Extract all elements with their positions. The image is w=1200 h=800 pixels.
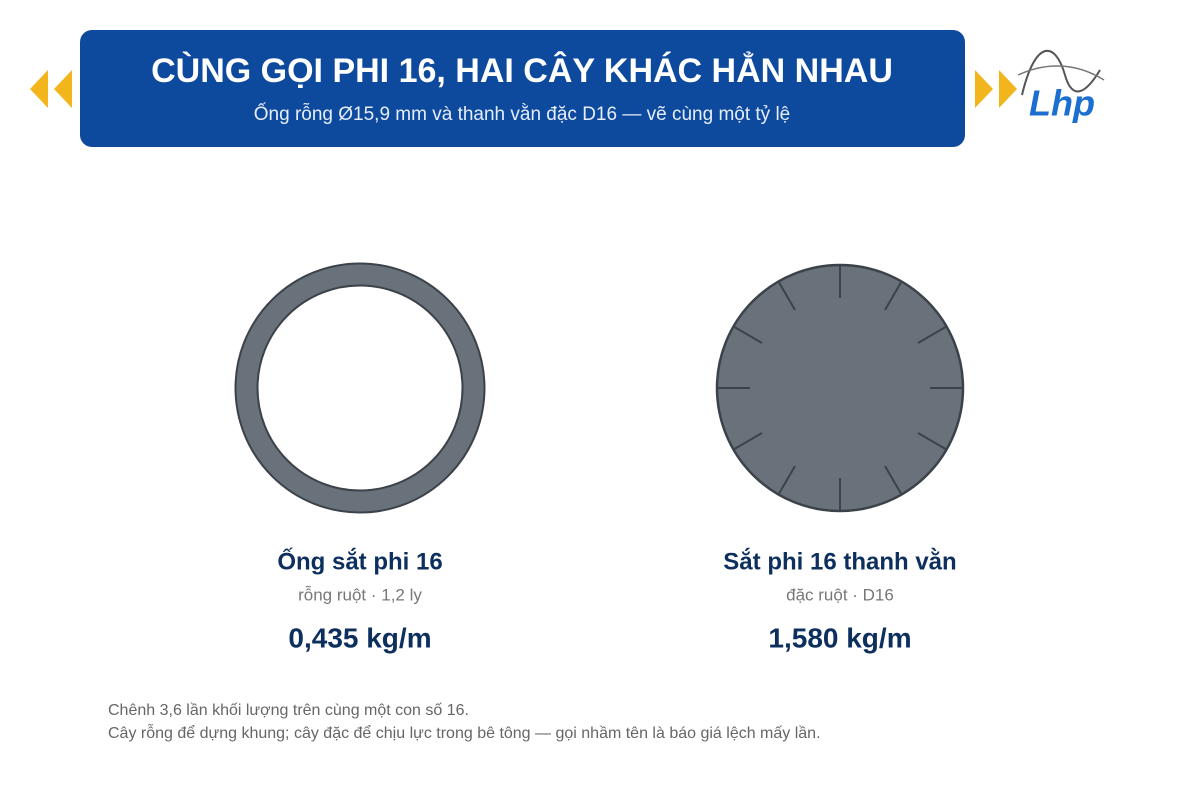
item-detail: rỗng ruột · 1,2 ly xyxy=(298,585,422,604)
logo-text: Lhp xyxy=(1029,83,1095,124)
logo: Lhp xyxy=(1017,49,1105,124)
rib-mark xyxy=(777,465,796,496)
item-weight: 0,435 kg/m xyxy=(288,622,431,653)
header-banner xyxy=(80,30,965,147)
item-weight: 1,580 kg/m xyxy=(768,622,911,653)
item-detail: đặc ruột · D16 xyxy=(786,585,894,604)
header-subtitle: Ống rỗng Ø15,9 mm và thanh vằn đặc D16 —… xyxy=(254,103,791,125)
item-name: Ống sắt phi 16 xyxy=(277,547,442,575)
hollow-pipe xyxy=(236,264,484,512)
rib-mark xyxy=(884,465,903,496)
rib-mark xyxy=(732,432,763,451)
footer-line: Chênh 3,6 lần khối lượng trên cùng một c… xyxy=(108,702,469,719)
left-arrows xyxy=(30,70,72,108)
rib-mark xyxy=(732,325,763,344)
header-title: CÙNG GỌI PHI 16, HAI CÂY KHÁC HẲN NHAU xyxy=(151,52,893,90)
footer-line: Cây rỗng để dựng khung; cây đặc để chịu … xyxy=(108,723,821,742)
rib-mark xyxy=(917,325,948,344)
rib-mark xyxy=(917,432,948,451)
rib-mark xyxy=(777,280,796,311)
rib-mark xyxy=(884,280,903,311)
item-name: Sắt phi 16 thanh vằn xyxy=(723,547,956,575)
right-arrows xyxy=(975,70,1017,108)
solid-bar xyxy=(715,263,965,513)
